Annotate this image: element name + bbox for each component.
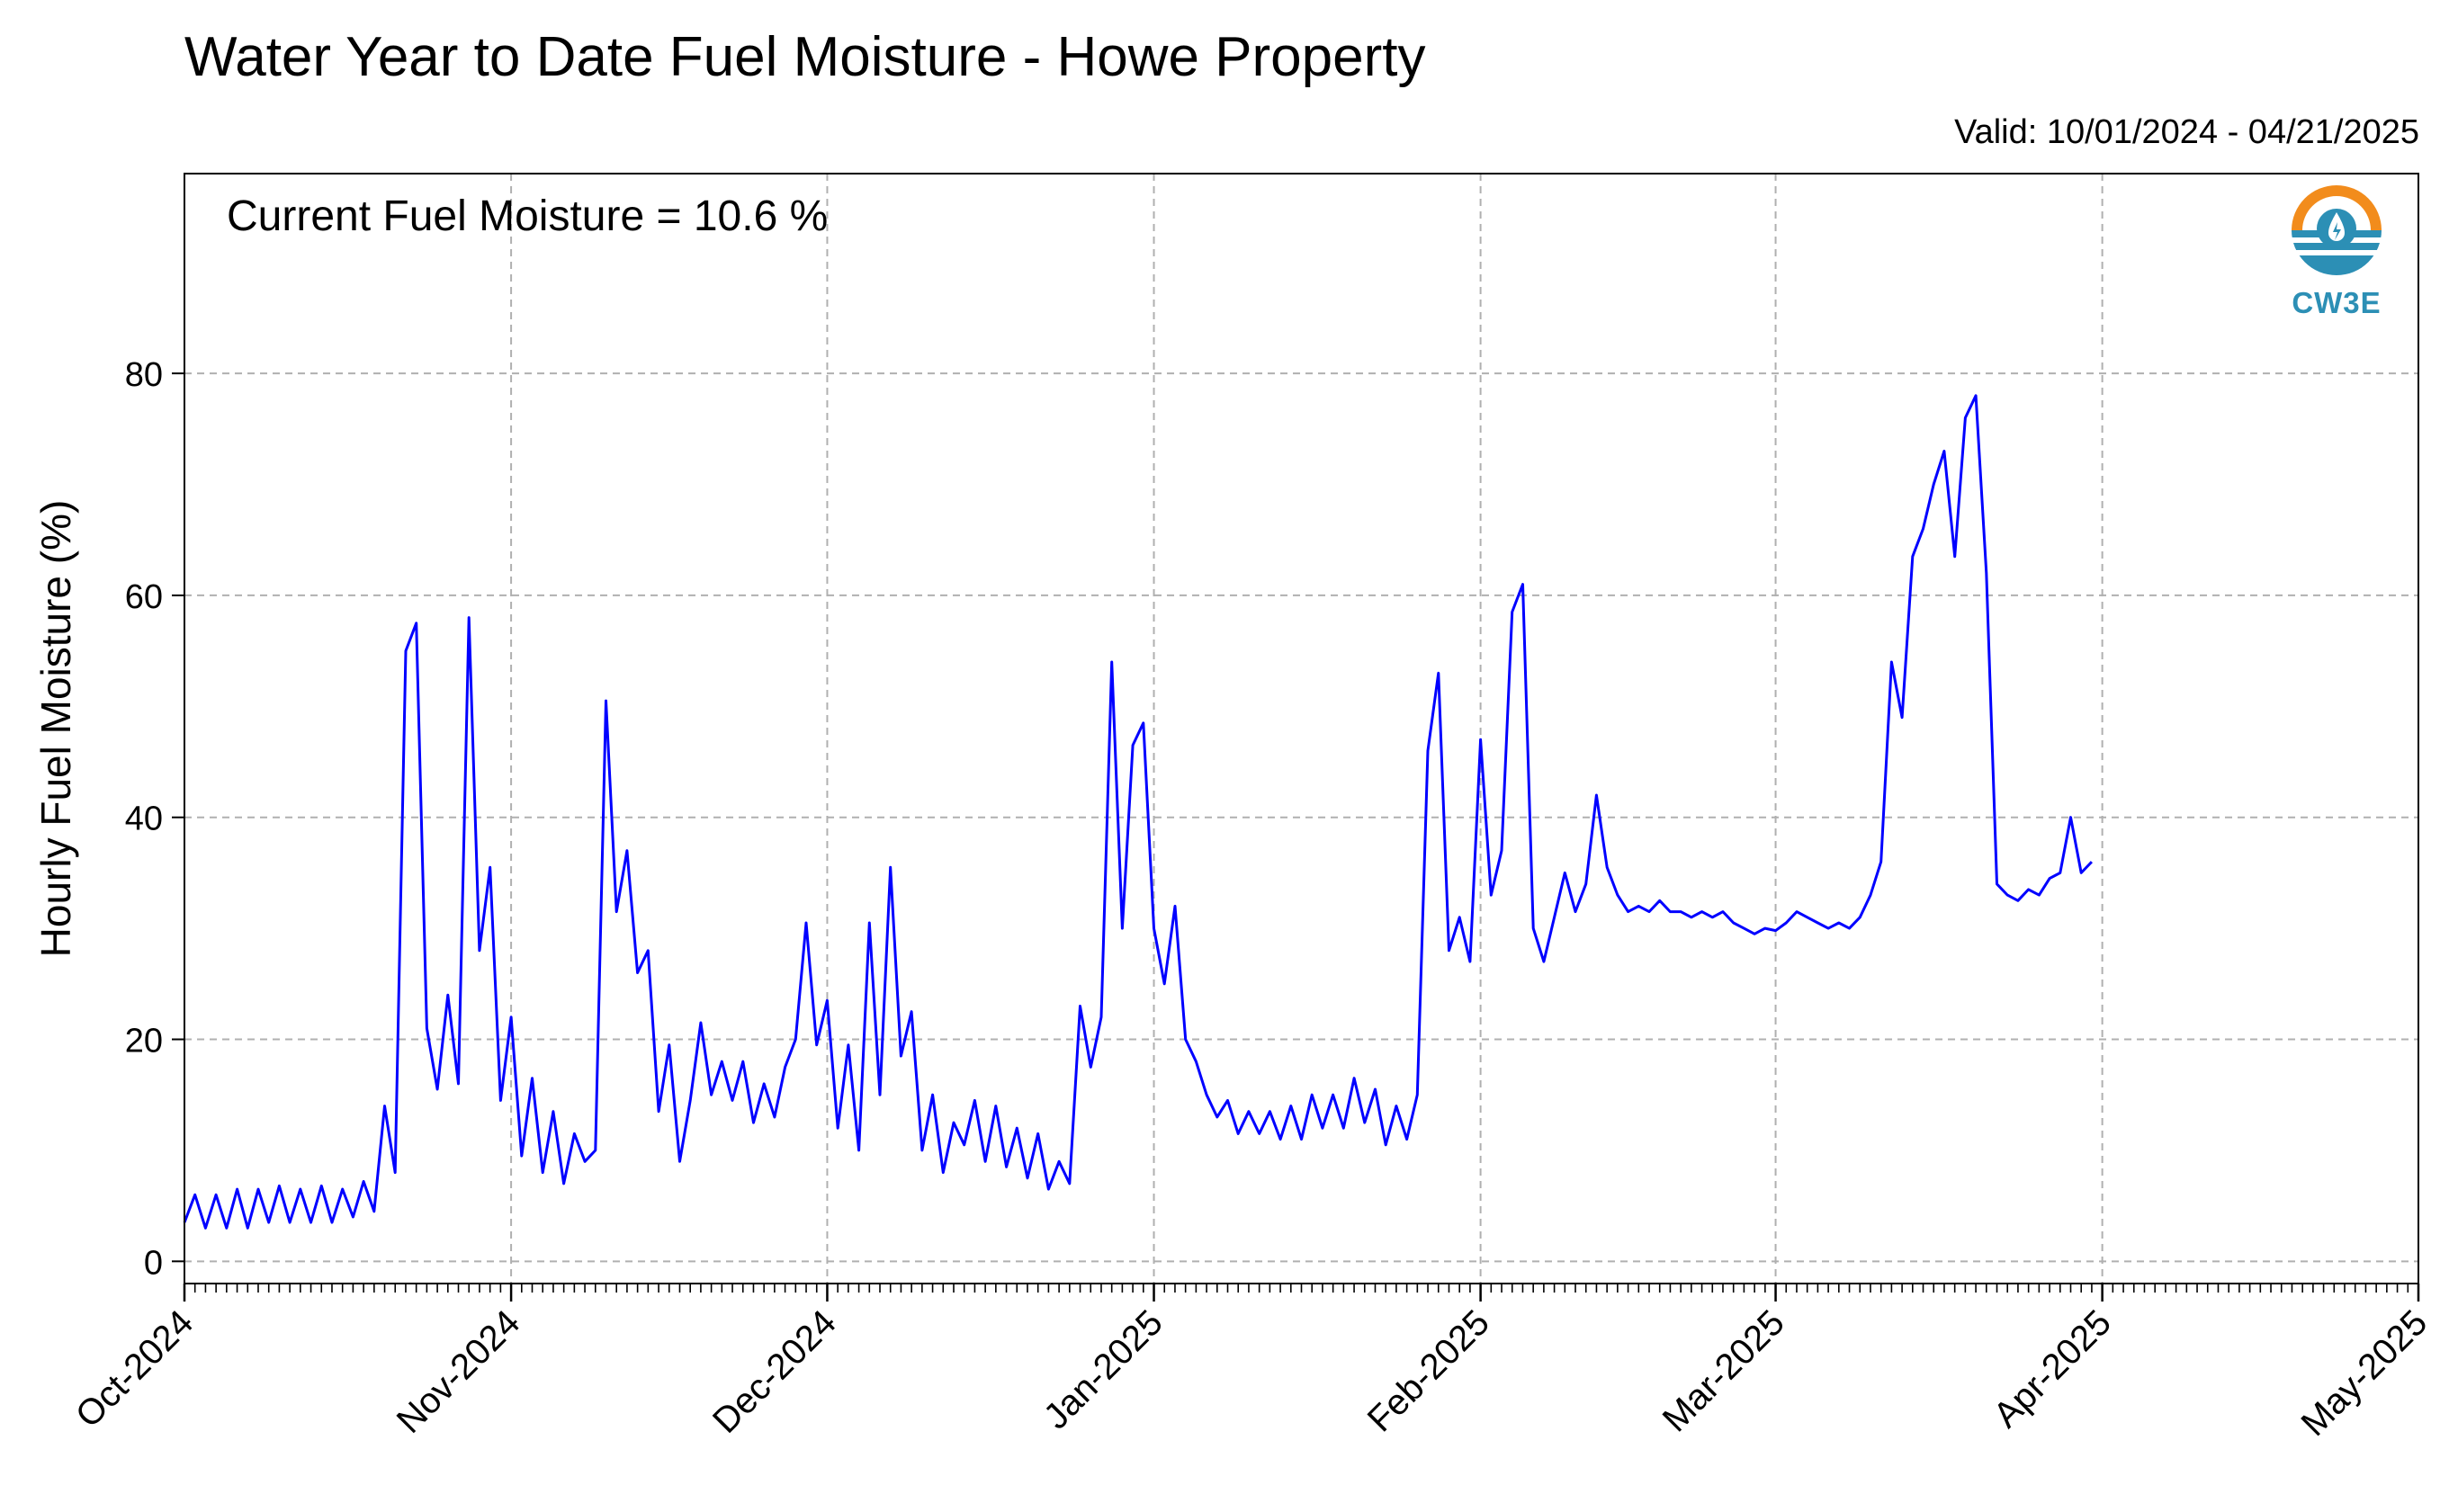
y-tick-label: 40	[125, 801, 163, 838]
x-tick-label: Feb-2025	[1360, 1302, 1497, 1439]
series-layer	[183, 394, 2093, 1230]
x-tick-label: Nov-2024	[390, 1302, 528, 1441]
x-tick-label: May-2025	[2293, 1302, 2435, 1444]
y-tick-label: 80	[125, 356, 163, 394]
x-tick-label: Oct-2024	[68, 1302, 201, 1435]
x-tick-label: Mar-2025	[1655, 1302, 1792, 1439]
y-tick-label: 0	[144, 1244, 163, 1282]
series-line	[183, 394, 2093, 1230]
x-tick-label: Jan-2025	[1036, 1302, 1171, 1436]
cw3e-logo: CW3E	[2278, 185, 2395, 329]
y-tick-label: 60	[125, 578, 163, 616]
valid-date-range: Valid: 10/01/2024 - 04/21/2025	[1954, 113, 2419, 151]
y-tick-label: 20	[125, 1023, 163, 1060]
x-tick-label: Dec-2024	[705, 1302, 844, 1441]
y-axis-label: Hourly Fuel Moisture (%)	[32, 500, 79, 958]
current-fuel-moisture-annotation: Current Fuel Moisture = 10.6 %	[227, 192, 828, 240]
cw3e-logo-icon	[2292, 185, 2382, 275]
cw3e-logo-text: CW3E	[2292, 286, 2382, 319]
chart-title: Water Year to Date Fuel Moisture - Howe …	[184, 26, 1426, 88]
x-tick-label: Apr-2025	[1987, 1302, 2119, 1435]
